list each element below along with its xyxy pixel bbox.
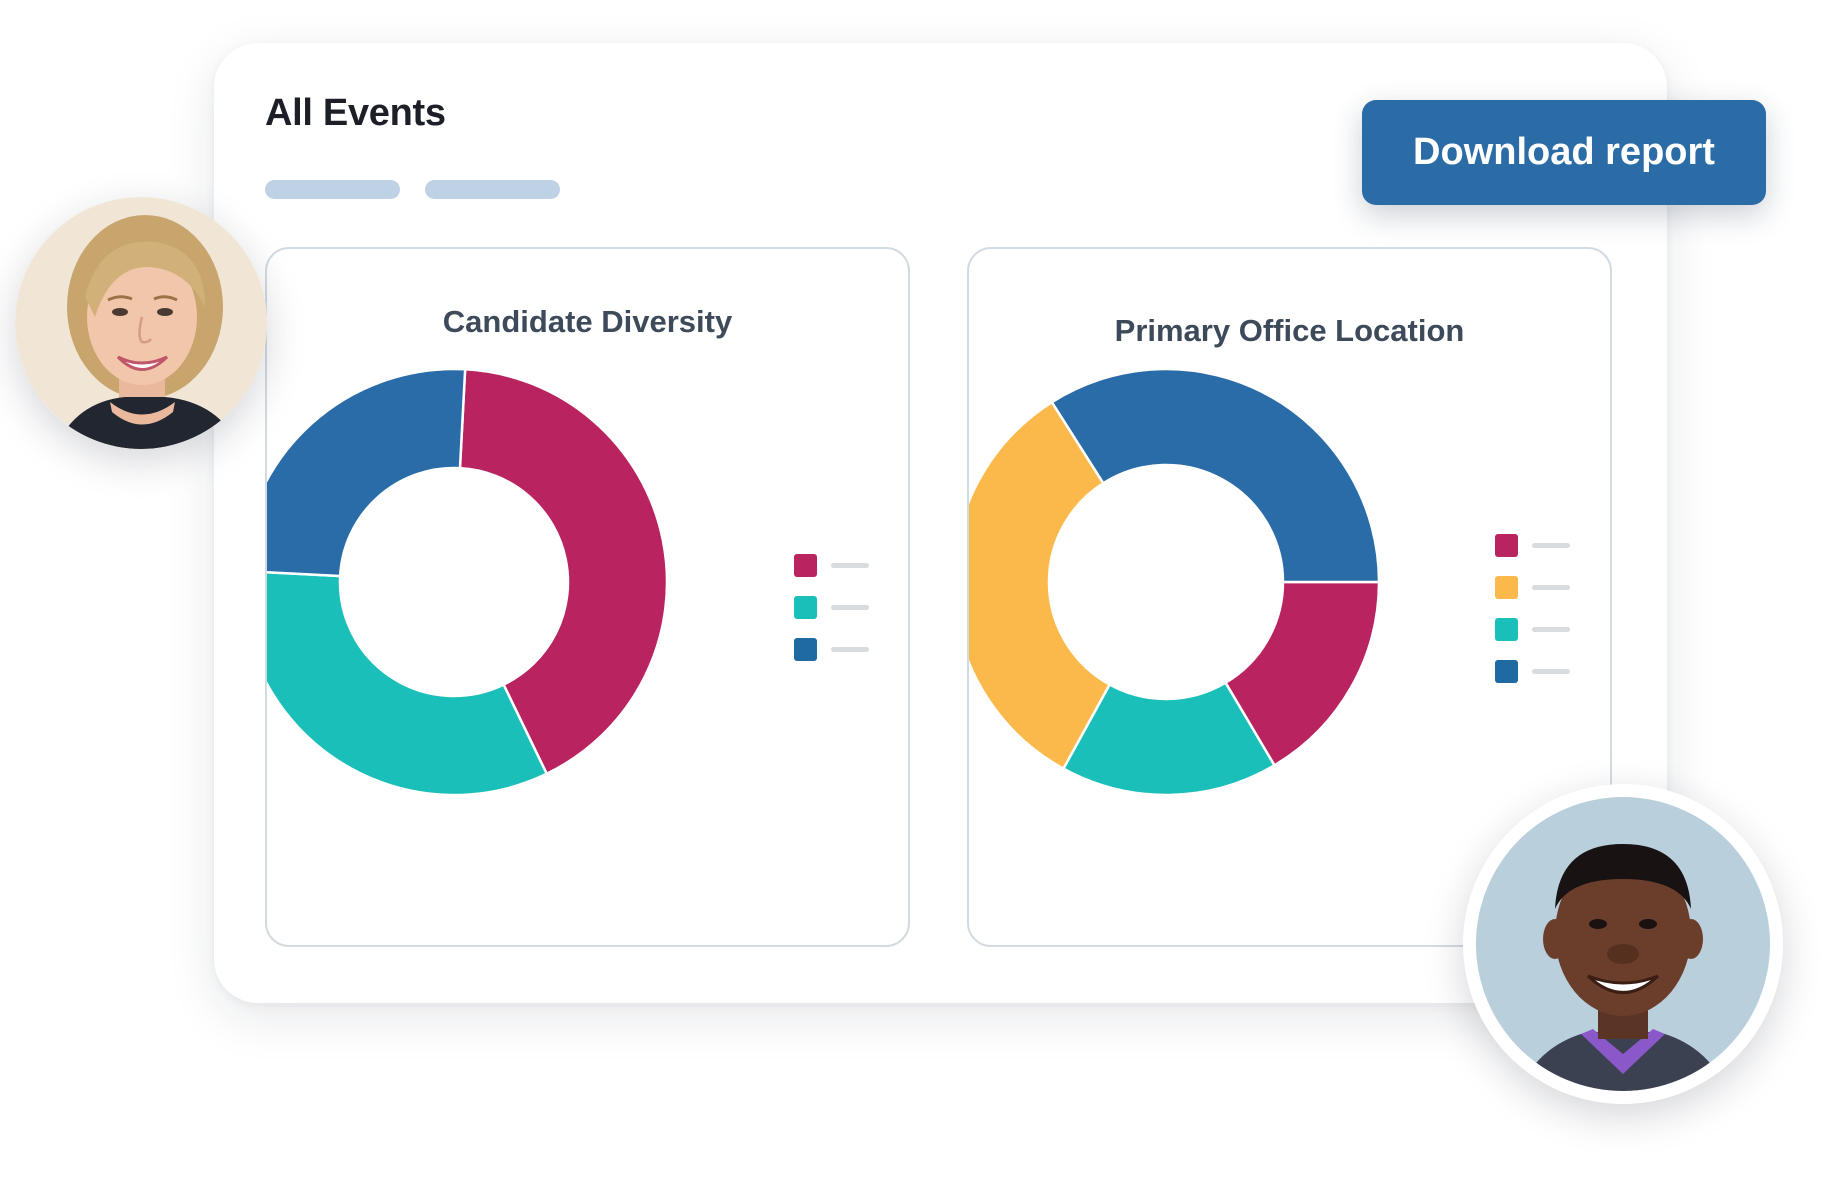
- legend-label-placeholder: [831, 647, 869, 652]
- woman-portrait-icon: [15, 197, 267, 449]
- donut-slice-1[interactable]: [458, 367, 669, 776]
- donut-slice-4[interactable]: [1050, 367, 1381, 584]
- candidate-diversity-donut: [267, 367, 669, 797]
- legend-item-1[interactable]: [794, 554, 869, 577]
- chart-legend: [794, 554, 869, 661]
- donut-slice-2[interactable]: [1061, 680, 1277, 797]
- legend-swatch: [1495, 534, 1518, 557]
- primary-office-location-donut: [969, 367, 1381, 797]
- download-report-button[interactable]: Download report: [1362, 100, 1766, 205]
- donut-slice-3[interactable]: [267, 367, 467, 578]
- legend-swatch: [794, 554, 817, 577]
- legend-label-placeholder: [1532, 669, 1570, 674]
- chart-title: Candidate Diversity: [442, 304, 733, 339]
- filter-pill-2[interactable]: [425, 180, 560, 199]
- donut-slice-1[interactable]: [1223, 580, 1381, 768]
- legend-swatch: [794, 596, 817, 619]
- filter-pill-1[interactable]: [265, 180, 400, 199]
- legend-item-4[interactable]: [1495, 660, 1570, 683]
- primary-office-location-card: Primary Office Location: [967, 247, 1612, 947]
- avatar-man: [1463, 784, 1783, 1104]
- avatar-woman: [15, 197, 267, 449]
- legend-swatch: [1495, 618, 1518, 641]
- man-portrait-icon: [1476, 797, 1770, 1091]
- legend-item-2[interactable]: [1495, 576, 1570, 599]
- legend-swatch: [1495, 660, 1518, 683]
- legend-label-placeholder: [1532, 627, 1570, 632]
- chart-legend: [1495, 534, 1570, 683]
- legend-label-placeholder: [1532, 543, 1570, 548]
- chart-title: Primary Office Location: [1114, 313, 1465, 348]
- donut-slice-3[interactable]: [969, 400, 1112, 771]
- legend-swatch: [794, 638, 817, 661]
- candidate-diversity-card: Candidate Diversity: [265, 247, 910, 947]
- legend-item-3[interactable]: [794, 638, 869, 661]
- page-title: All Events: [265, 92, 446, 134]
- legend-swatch: [1495, 576, 1518, 599]
- legend-item-3[interactable]: [1495, 618, 1570, 641]
- legend-label-placeholder: [831, 563, 869, 568]
- donut-slice-2[interactable]: [267, 570, 549, 797]
- legend-label-placeholder: [831, 605, 869, 610]
- legend-item-2[interactable]: [794, 596, 869, 619]
- legend-label-placeholder: [1532, 585, 1570, 590]
- legend-item-1[interactable]: [1495, 534, 1570, 557]
